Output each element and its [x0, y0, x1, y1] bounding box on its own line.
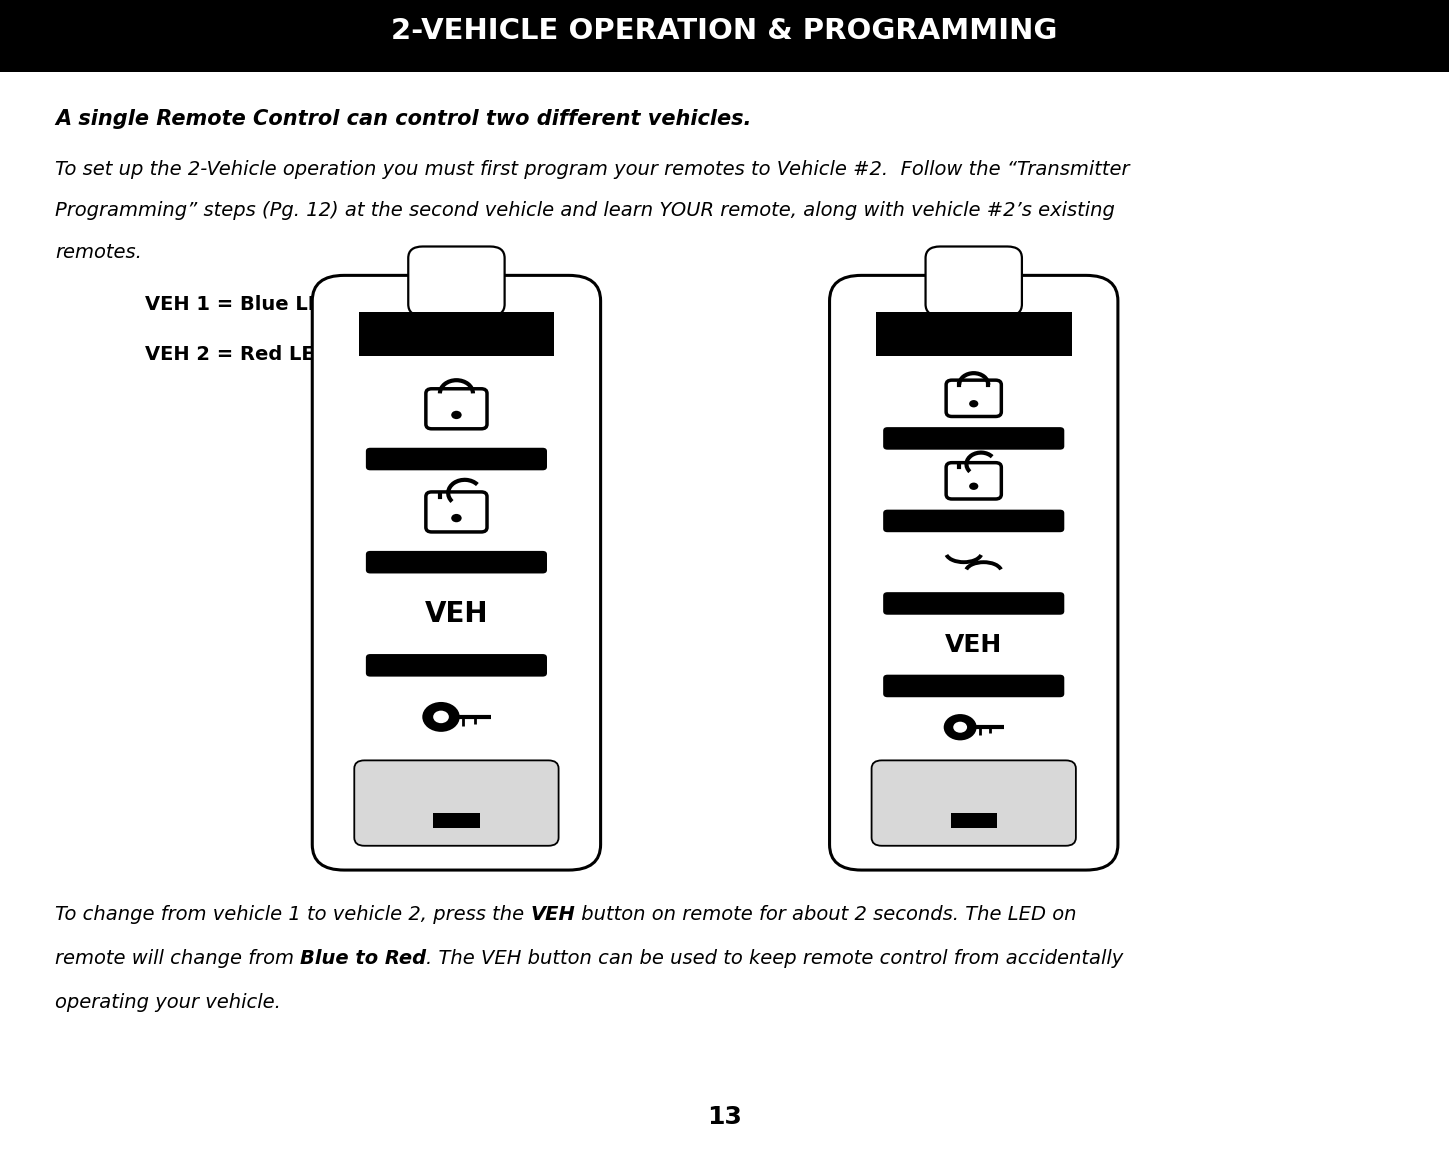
FancyBboxPatch shape	[433, 813, 480, 828]
FancyBboxPatch shape	[409, 246, 504, 316]
FancyBboxPatch shape	[946, 381, 1001, 417]
FancyBboxPatch shape	[426, 492, 487, 532]
Text: VEH: VEH	[530, 905, 575, 923]
FancyBboxPatch shape	[365, 551, 548, 574]
Circle shape	[451, 411, 462, 419]
Text: VEH: VEH	[425, 599, 488, 628]
FancyBboxPatch shape	[313, 275, 601, 870]
FancyBboxPatch shape	[365, 448, 548, 470]
Circle shape	[422, 702, 459, 732]
Text: Programming” steps (Pg. 12) at the second vehicle and learn YOUR remote, along w: Programming” steps (Pg. 12) at the secon…	[55, 201, 1114, 220]
FancyBboxPatch shape	[946, 463, 1001, 499]
FancyBboxPatch shape	[829, 275, 1119, 870]
FancyBboxPatch shape	[884, 592, 1064, 614]
Text: To set up the 2-Vehicle operation you must first program your remotes to Vehicle: To set up the 2-Vehicle operation you mu…	[55, 160, 1130, 178]
Text: button on remote for about 2 seconds. The LED on: button on remote for about 2 seconds. Th…	[575, 905, 1077, 923]
FancyBboxPatch shape	[872, 760, 1077, 846]
FancyBboxPatch shape	[359, 312, 555, 356]
Circle shape	[953, 722, 966, 732]
Text: To change from vehicle 1 to vehicle 2, press the: To change from vehicle 1 to vehicle 2, p…	[55, 905, 530, 923]
Text: remotes.: remotes.	[55, 243, 142, 261]
FancyBboxPatch shape	[355, 760, 559, 846]
Text: VEH 1 = Blue LED: VEH 1 = Blue LED	[145, 295, 338, 314]
FancyBboxPatch shape	[0, 0, 1449, 72]
FancyBboxPatch shape	[884, 427, 1064, 450]
FancyBboxPatch shape	[951, 813, 997, 828]
Circle shape	[943, 714, 977, 740]
FancyBboxPatch shape	[875, 312, 1071, 356]
Text: VEH 2 = Red LED: VEH 2 = Red LED	[145, 345, 330, 363]
Text: 2-VEHICLE OPERATION & PROGRAMMING: 2-VEHICLE OPERATION & PROGRAMMING	[391, 17, 1058, 45]
Text: remote will change from: remote will change from	[55, 949, 300, 967]
FancyBboxPatch shape	[926, 246, 1022, 316]
Circle shape	[969, 482, 978, 489]
Text: Blue to Red: Blue to Red	[300, 949, 426, 967]
Circle shape	[451, 514, 462, 522]
FancyBboxPatch shape	[365, 654, 548, 677]
Text: A single Remote Control can control two different vehicles.: A single Remote Control can control two …	[55, 109, 752, 128]
FancyBboxPatch shape	[884, 675, 1064, 698]
Text: operating your vehicle.: operating your vehicle.	[55, 993, 281, 1011]
Text: 13: 13	[707, 1105, 742, 1129]
Circle shape	[969, 400, 978, 407]
Circle shape	[433, 710, 449, 723]
FancyBboxPatch shape	[884, 509, 1064, 532]
Text: VEH: VEH	[945, 633, 1003, 657]
Text: . The VEH button can be used to keep remote control from accidentally: . The VEH button can be used to keep rem…	[426, 949, 1123, 967]
FancyBboxPatch shape	[426, 389, 487, 429]
